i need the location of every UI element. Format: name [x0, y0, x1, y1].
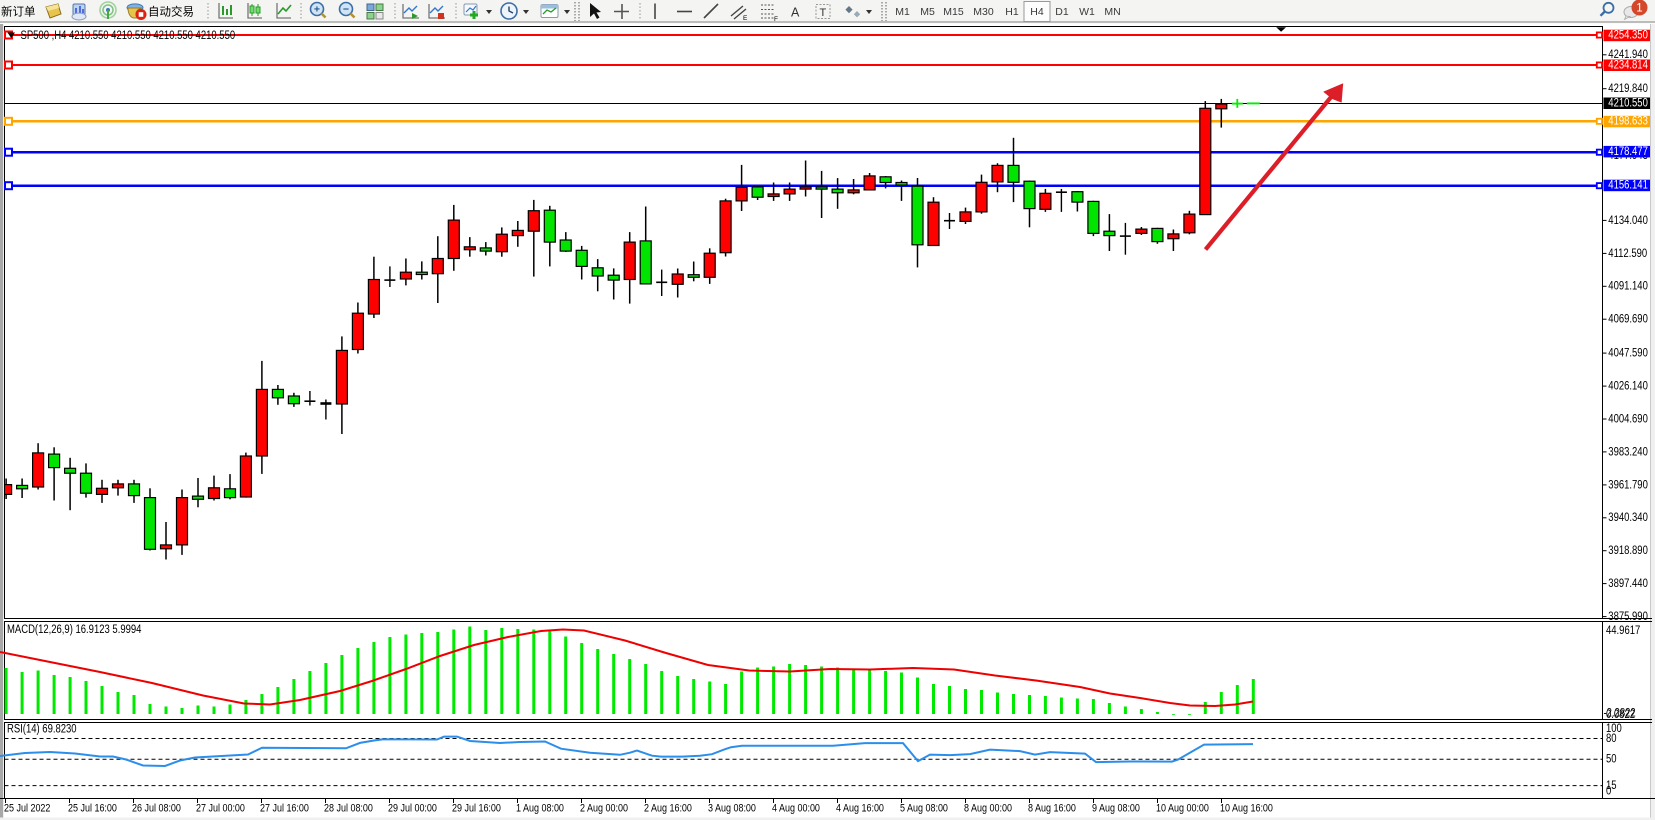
svg-text:M15: M15 — [943, 6, 964, 18]
svg-text:W1: W1 — [1079, 6, 1095, 18]
svg-text:4219.840: 4219.840 — [1608, 82, 1648, 95]
svg-text:2 Aug 00:00: 2 Aug 00:00 — [580, 803, 628, 815]
svg-text:M5: M5 — [920, 6, 935, 18]
svg-text:29 Jul 16:00: 29 Jul 16:00 — [452, 803, 501, 815]
svg-text:4254.350: 4254.350 — [1608, 29, 1648, 42]
svg-text:−: − — [343, 4, 349, 16]
svg-text:4234.814: 4234.814 — [1608, 59, 1648, 72]
svg-text:28 Jul 08:00: 28 Jul 08:00 — [324, 803, 373, 815]
svg-text:10 Aug 00:00: 10 Aug 00:00 — [1156, 803, 1209, 815]
svg-text:4198.633: 4198.633 — [1608, 115, 1648, 128]
svg-text:E: E — [743, 15, 748, 22]
svg-text:8 Aug 16:00: 8 Aug 16:00 — [1028, 803, 1076, 815]
svg-text:-2.2822: -2.2822 — [1604, 707, 1636, 720]
svg-text:4069.690: 4069.690 — [1608, 313, 1648, 326]
svg-text:3897.440: 3897.440 — [1608, 577, 1648, 590]
svg-text:4 Aug 16:00: 4 Aug 16:00 — [836, 803, 884, 815]
svg-text:1: 1 — [1636, 3, 1642, 15]
svg-text:D1: D1 — [1055, 6, 1069, 18]
svg-text:3 Aug 08:00: 3 Aug 08:00 — [708, 803, 756, 815]
svg-text:4241.940: 4241.940 — [1608, 48, 1648, 61]
svg-text:3940.340: 3940.340 — [1608, 511, 1648, 524]
svg-text:0.0822: 0.0822 — [1606, 708, 1635, 721]
svg-text:MN: MN — [1104, 6, 1120, 18]
svg-text:3961.790: 3961.790 — [1608, 478, 1648, 491]
svg-text:0: 0 — [1606, 785, 1611, 798]
svg-text:新订单: 新订单 — [1, 5, 36, 19]
svg-text:+: + — [314, 4, 320, 16]
svg-text:9 Aug 08:00: 9 Aug 08:00 — [1092, 803, 1140, 815]
svg-text:29 Jul 00:00: 29 Jul 00:00 — [388, 803, 437, 815]
svg-text:27 Jul 00:00: 27 Jul 00:00 — [196, 803, 245, 815]
svg-text:RSI(14) 69.8230: RSI(14) 69.8230 — [7, 722, 77, 735]
svg-text:M1: M1 — [895, 6, 910, 18]
svg-text:27 Jul 16:00: 27 Jul 16:00 — [260, 803, 309, 815]
svg-text:T: T — [820, 7, 827, 19]
svg-text:5 Aug 08:00: 5 Aug 08:00 — [900, 803, 948, 815]
svg-text:26 Jul 08:00: 26 Jul 08:00 — [132, 803, 181, 815]
svg-text:44.9617: 44.9617 — [1606, 624, 1640, 637]
svg-text:4178.477: 4178.477 — [1608, 145, 1648, 158]
svg-text:4112.590: 4112.590 — [1608, 247, 1647, 260]
svg-text:10 Aug 16:00: 10 Aug 16:00 — [1220, 803, 1273, 815]
svg-text:A: A — [791, 6, 800, 20]
svg-text:M30: M30 — [973, 6, 994, 18]
svg-text:4047.590: 4047.590 — [1608, 347, 1648, 360]
svg-text:H1: H1 — [1005, 6, 1019, 18]
svg-text:1 Aug 08:00: 1 Aug 08:00 — [516, 803, 564, 815]
svg-text:4210.550: 4210.550 — [1608, 97, 1648, 110]
svg-text:H4: H4 — [1030, 6, 1044, 18]
svg-text:4134.040: 4134.040 — [1608, 214, 1648, 227]
svg-text:8 Aug 00:00: 8 Aug 00:00 — [964, 803, 1012, 815]
svg-text:3918.890: 3918.890 — [1608, 544, 1648, 557]
svg-text:25 Jul 16:00: 25 Jul 16:00 — [68, 803, 117, 815]
svg-text:3875.990: 3875.990 — [1608, 610, 1648, 623]
svg-text:4 Aug 00:00: 4 Aug 00:00 — [772, 803, 820, 815]
svg-text:80: 80 — [1606, 732, 1617, 745]
svg-text:4156.141: 4156.141 — [1608, 179, 1648, 192]
svg-text:自动交易: 自动交易 — [148, 5, 194, 19]
svg-text:3983.240: 3983.240 — [1608, 445, 1648, 458]
svg-text:4004.690: 4004.690 — [1608, 413, 1648, 426]
svg-text:MACD(12,26,9) 16.9123 5.9994: MACD(12,26,9) 16.9123 5.9994 — [7, 623, 142, 636]
svg-text:SP500 ,H4 4210.550 4210.550 4: SP500 ,H4 4210.550 4210.550 4210.550 421… — [21, 29, 236, 42]
svg-text:50: 50 — [1606, 753, 1617, 766]
svg-text:100: 100 — [1606, 722, 1622, 735]
svg-text:F: F — [774, 16, 778, 23]
svg-text:4091.140: 4091.140 — [1608, 280, 1648, 293]
svg-text:4026.140: 4026.140 — [1608, 380, 1648, 393]
svg-text:2 Aug 16:00: 2 Aug 16:00 — [644, 803, 692, 815]
svg-text:25 Jul 2022: 25 Jul 2022 — [4, 803, 51, 815]
svg-text:15: 15 — [1606, 779, 1617, 792]
